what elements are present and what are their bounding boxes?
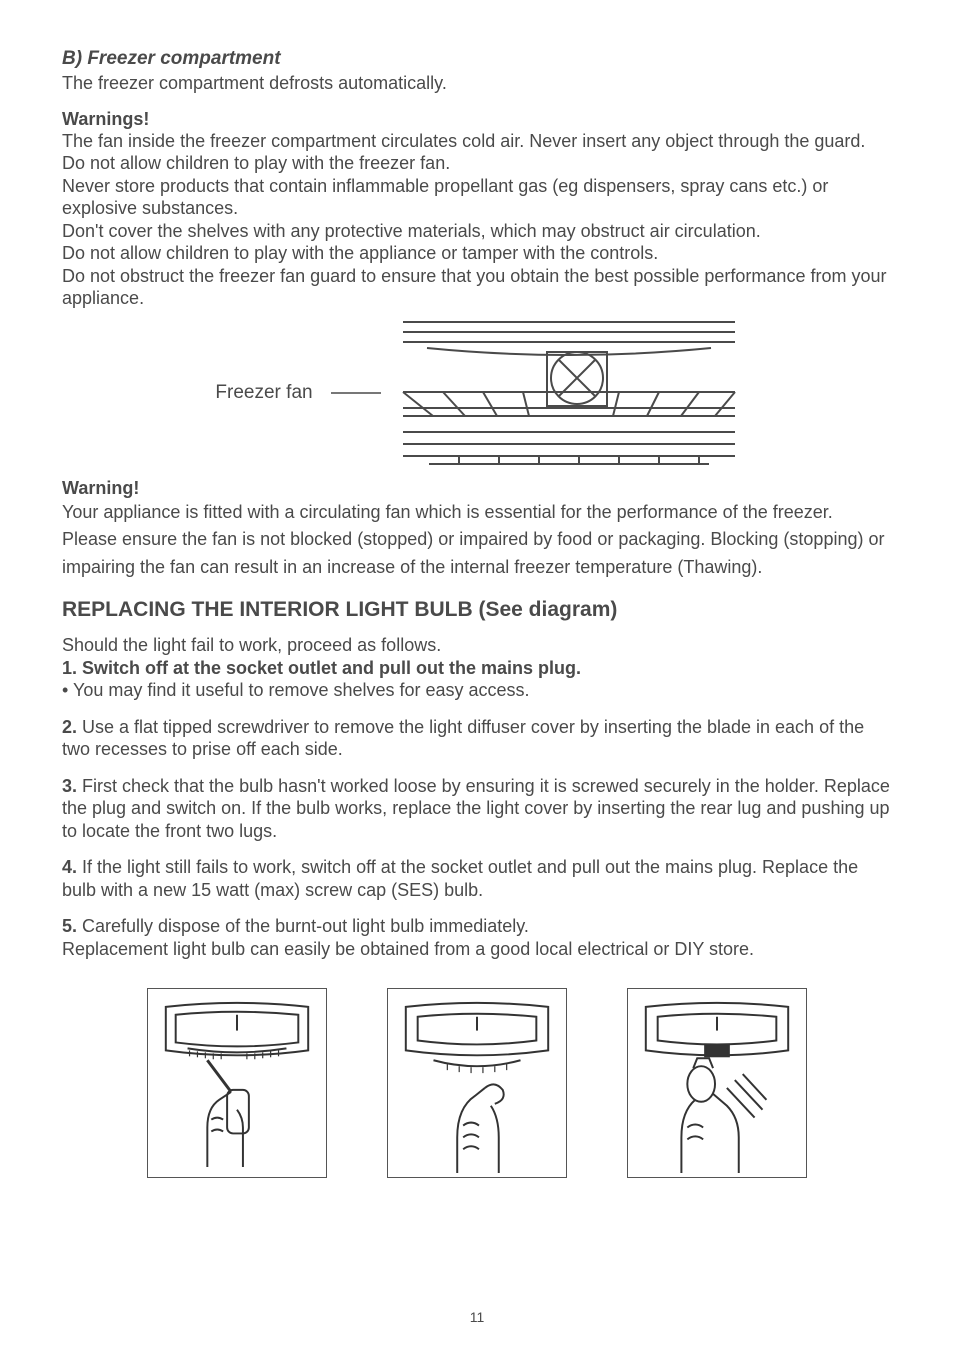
bulb-diagram-1 (147, 988, 327, 1178)
freezer-intro: The freezer compartment defrosts automat… (62, 72, 892, 95)
warnings-heading: Warnings! (62, 109, 892, 130)
warning-line-3: Don't cover the shelves with any protect… (62, 220, 892, 243)
bullet-icon: • (62, 680, 68, 700)
warning2-heading: Warning! (62, 478, 892, 499)
warning-line-2: Never store products that contain inflam… (62, 175, 892, 220)
bulb-step4-text: If the light still fails to work, switch… (62, 857, 858, 900)
freezer-section-title: B) Freezer compartment (62, 48, 892, 70)
page-number: 11 (0, 1309, 954, 1325)
bulb-step2-text: Use a flat tipped screwdriver to remove … (62, 717, 864, 760)
bulb-step2: 2. Use a flat tipped screwdriver to remo… (62, 716, 892, 761)
bulb-step1-bullet-text: You may find it useful to remove shelves… (73, 680, 530, 700)
bulb-step3: 3. First check that the bulb hasn't work… (62, 775, 892, 843)
bulb-section-heading: REPLACING THE INTERIOR LIGHT BULB (See d… (62, 598, 892, 622)
freezer-fan-label: Freezer fan (215, 382, 312, 404)
bulb-step5-text: Carefully dispose of the burnt-out light… (77, 916, 529, 936)
bulb-step5-block: 5. Carefully dispose of the burnt-out li… (62, 915, 892, 960)
bulb-diagram-3 (627, 988, 807, 1178)
freezer-fan-line-icon (331, 392, 381, 394)
bulb-diagrams-row (62, 988, 892, 1178)
freezer-fan-diagram-block: Freezer fan (62, 318, 892, 468)
freezer-compartment-diagram (399, 318, 739, 468)
bulb-step2-prefix: 2. (62, 717, 77, 737)
bulb-step1-bullet: • You may find it useful to remove shelv… (62, 679, 892, 702)
bulb-step4: 4. If the light still fails to work, swi… (62, 856, 892, 901)
warning-line-5: Do not obstruct the freezer fan guard to… (62, 265, 892, 310)
bulb-step1: 1. Switch off at the socket outlet and p… (62, 657, 892, 680)
bulb-step5-prefix: 5. (62, 916, 77, 936)
bulb-step5-extra: Replacement light bulb can easily be obt… (62, 939, 754, 959)
warning-line-4: Do not allow children to play with the a… (62, 242, 892, 265)
warning2-text: Your appliance is fitted with a circulat… (62, 499, 892, 583)
bulb-step3-text: First check that the bulb hasn't worked … (62, 776, 890, 841)
bulb-step4-prefix: 4. (62, 857, 77, 877)
bulb-diagram-2 (387, 988, 567, 1178)
warning-line-1: The fan inside the freezer compartment c… (62, 130, 892, 175)
bulb-intro: Should the light fail to work, proceed a… (62, 634, 892, 657)
bulb-step3-prefix: 3. (62, 776, 77, 796)
